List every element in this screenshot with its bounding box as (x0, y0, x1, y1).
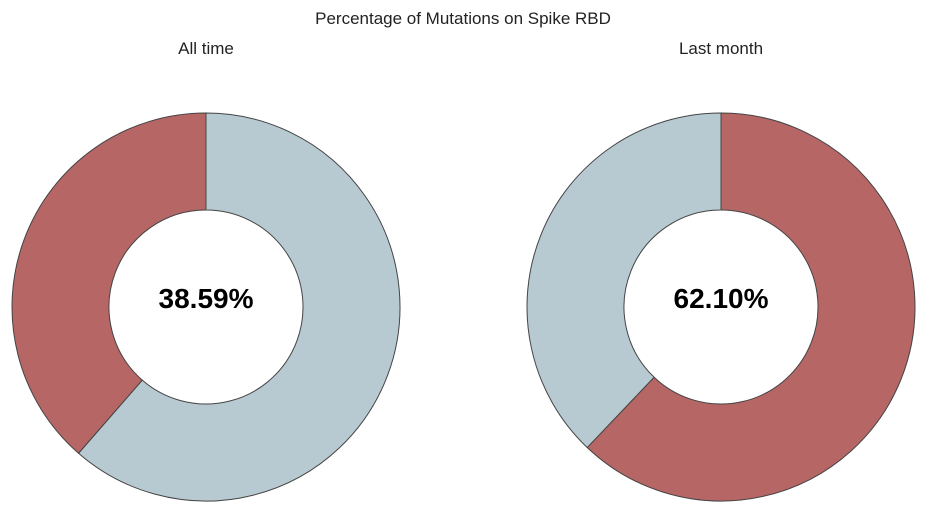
center-label-last-month: 62.10% (674, 283, 769, 314)
subtitle-last-month: Last month (679, 39, 763, 58)
slice-rest-last-month (526, 112, 722, 449)
slice-rest-all-time (77, 112, 401, 502)
subtitle-all-time: All time (178, 39, 234, 58)
slice-highlight-all-time (11, 112, 207, 454)
donut-all-time: All time 38.59% (11, 39, 401, 502)
slice-highlight-last-month (586, 112, 916, 502)
donut-last-month: Last month 62.10% (526, 39, 916, 502)
chart-title: Percentage of Mutations on Spike RBD (315, 9, 611, 28)
center-label-all-time: 38.59% (159, 283, 254, 314)
